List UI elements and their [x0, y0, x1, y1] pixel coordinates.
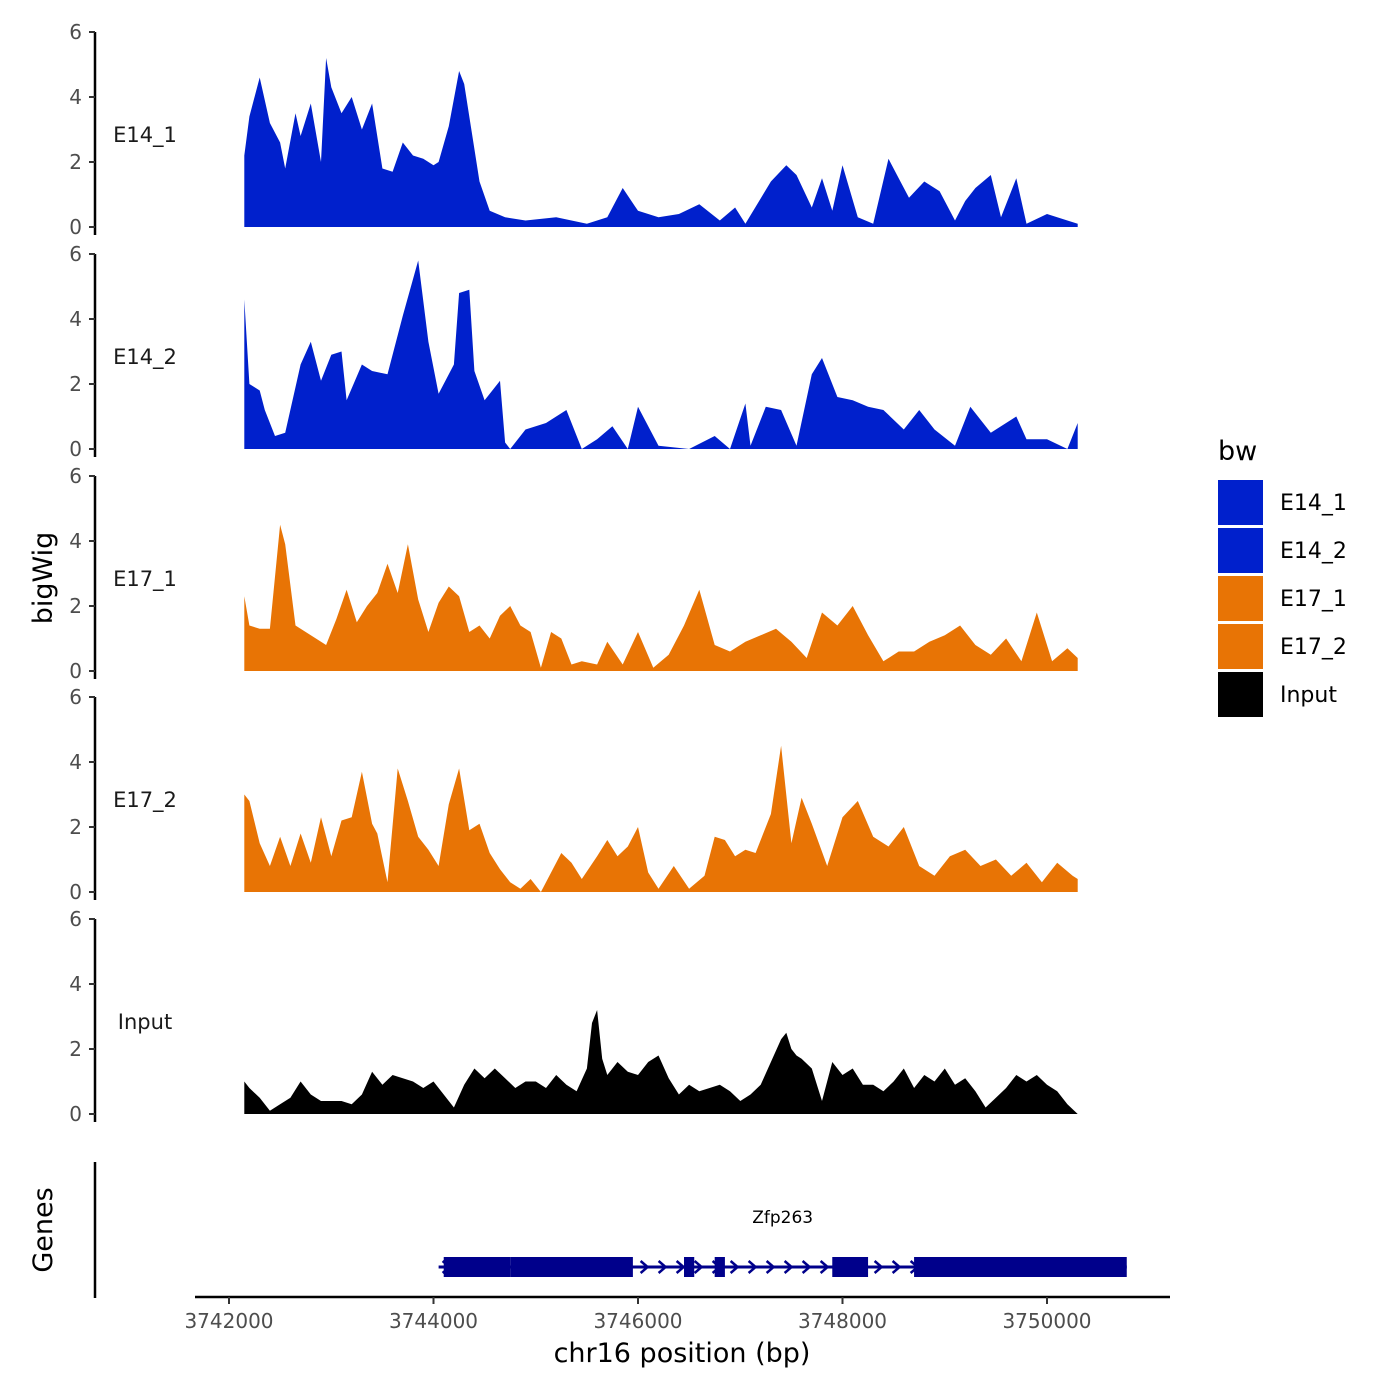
exon	[832, 1257, 869, 1277]
y-tick-label: 6	[69, 685, 82, 709]
y-tick-label: 4	[69, 307, 82, 331]
y-tick-label: 4	[69, 750, 82, 774]
y-tick-label: 6	[69, 20, 82, 44]
strand-arrow	[639, 1260, 650, 1274]
strand-arrow	[675, 1260, 686, 1274]
y-axis-title: bigWig	[28, 532, 59, 625]
legend-key-E17_2	[1218, 624, 1263, 669]
track-panel-E17_2: 0 2 4 6 E17_2	[69, 685, 1078, 904]
genes-axis-title: Genes	[28, 1187, 59, 1272]
legend-label: E17_1	[1280, 587, 1347, 612]
y-tick-label: 4	[69, 85, 82, 109]
strand-arrow	[693, 1260, 704, 1274]
strand-arrow	[765, 1260, 776, 1274]
exon	[714, 1257, 725, 1277]
legend-label: Input	[1280, 683, 1337, 708]
x-tick-label: 3742000	[184, 1309, 273, 1333]
y-tick-label: 2	[69, 150, 82, 174]
strand-arrow	[801, 1260, 812, 1274]
y-tick-label: 2	[69, 594, 82, 618]
strand-arrow	[657, 1260, 668, 1274]
x-tick-label: 3746000	[593, 1309, 682, 1333]
y-tick-label: 0	[69, 659, 82, 683]
exon	[914, 1257, 1127, 1277]
y-tick-label: 0	[69, 880, 82, 904]
y-tick-label: 2	[69, 372, 82, 396]
coverage-area-E17_2	[244, 745, 1078, 892]
legend-key-E14_2	[1218, 528, 1263, 573]
strand-arrow	[873, 1260, 884, 1274]
strand-arrow	[783, 1260, 794, 1274]
genes-panel: Zfp263	[93, 1162, 1127, 1298]
gene-Zfp263: Zfp263	[438, 1208, 1127, 1277]
coverage-area-E17_1	[244, 524, 1078, 671]
x-tick-label: 3744000	[389, 1309, 478, 1333]
y-tick-label: 4	[69, 529, 82, 553]
track-panel-E17_1: 0 2 4 6 E17_1	[69, 464, 1078, 683]
strand-arrow	[729, 1260, 740, 1274]
legend-title: bw	[1218, 436, 1257, 467]
exon	[510, 1257, 633, 1277]
legend-label: E17_2	[1280, 635, 1347, 660]
coverage-area-E14_2	[244, 260, 1078, 449]
x-axis: 3742000 3744000 3746000 3748000 3750000	[184, 1295, 1170, 1333]
x-tick-label: 3748000	[798, 1309, 887, 1333]
track-label: E14_1	[113, 123, 177, 148]
y-tick-label: 4	[69, 972, 82, 996]
coverage-area-Input	[244, 1010, 1078, 1114]
track-label: E17_1	[113, 567, 177, 592]
y-tick-label: 0	[69, 437, 82, 461]
legend: bw E14_1 E14_2 E17_1 E17_2 Input	[1218, 436, 1347, 717]
track-panel-E14_2: 0 2 4 6 E14_2	[69, 242, 1078, 461]
legend-label: E14_1	[1280, 491, 1347, 516]
exon	[443, 1257, 511, 1277]
legend-key-E17_1	[1218, 576, 1263, 621]
strand-arrow	[891, 1260, 902, 1274]
track-panel-E14_1: 0 2 4 6 E14_1	[69, 20, 1078, 239]
y-tick-label: 6	[69, 242, 82, 266]
y-tick-label: 2	[69, 1037, 82, 1061]
track-panel-Input: 0 2 4 6 Input	[69, 907, 1078, 1126]
x-axis-title: chr16 position (bp)	[554, 1338, 811, 1369]
y-tick-label: 0	[69, 215, 82, 239]
y-tick-label: 2	[69, 815, 82, 839]
legend-label: E14_2	[1280, 539, 1347, 564]
legend-key-Input	[1218, 672, 1263, 717]
track-label: E17_2	[113, 788, 177, 813]
strand-arrow	[747, 1260, 758, 1274]
coverage-area-E14_1	[244, 58, 1078, 227]
gene-label: Zfp263	[752, 1208, 813, 1228]
exon	[684, 1257, 695, 1277]
bigwig-panels: 0 2 4 6 E14_1 0 2 4 6 E14_2 0 2 4 6 E17_1 0 2 4 6 E17_2 0 2 4 6…	[69, 20, 1078, 1126]
y-tick-label: 6	[69, 907, 82, 931]
x-tick-label: 3750000	[1002, 1309, 1091, 1333]
y-tick-label: 0	[69, 1102, 82, 1126]
legend-key-E14_1	[1218, 480, 1263, 525]
track-label: Input	[118, 1010, 172, 1034]
strand-arrow	[819, 1260, 830, 1274]
track-label: E14_2	[113, 345, 177, 370]
y-tick-label: 6	[69, 464, 82, 488]
